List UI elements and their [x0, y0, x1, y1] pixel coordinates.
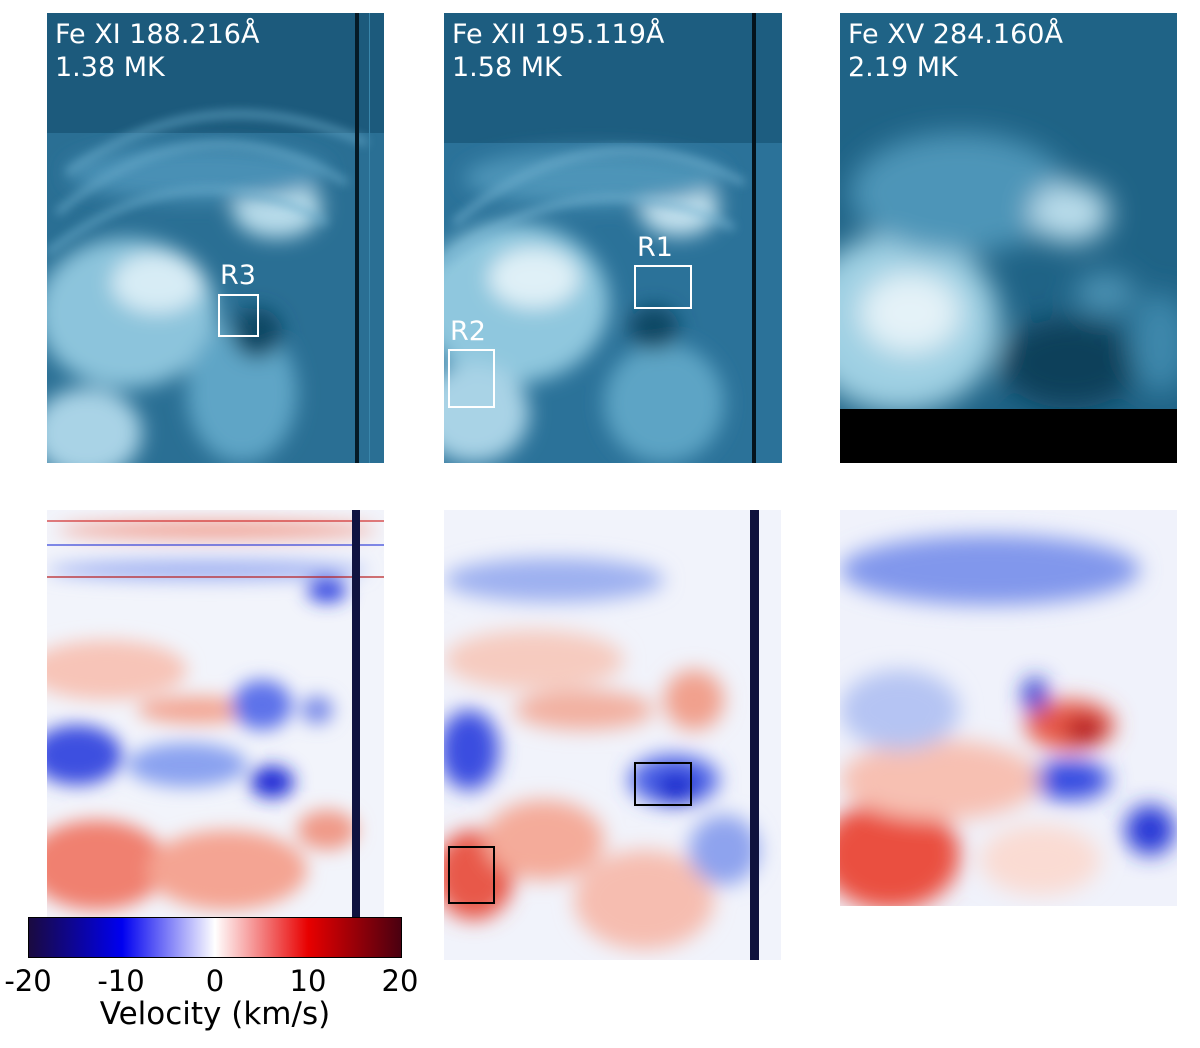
- panel-3-temperature-label: 2.19 MK: [848, 52, 958, 83]
- colorbar-tick: 0: [205, 964, 225, 998]
- velocity-panel-fe-xii: [444, 510, 781, 960]
- panel-3-line-label: Fe XV 284.160Å: [848, 19, 1063, 50]
- region-r1-label: R1: [637, 232, 673, 263]
- intensity-panel-fe-xv: [840, 13, 1177, 463]
- intensity-panel-fe-xi: [47, 13, 384, 463]
- colorbar-label: Velocity (km/s): [99, 996, 331, 1032]
- velocity-panel-fe-xi: [47, 510, 384, 918]
- velocity-region-r1-box: [634, 762, 692, 806]
- colorbar-tick: -10: [97, 964, 145, 998]
- velocity-colorbar: [28, 917, 402, 958]
- velocity-panel-fe-xv: [840, 510, 1177, 906]
- colorbar-tick: -20: [4, 964, 52, 998]
- panel-1-temperature-label: 1.38 MK: [55, 52, 165, 83]
- colorbar-tick: 20: [381, 964, 419, 998]
- region-r1-box: [634, 265, 692, 309]
- panel-2-temperature-label: 1.58 MK: [452, 52, 562, 83]
- panel-1-line-label: Fe XI 188.216Å: [55, 19, 260, 50]
- region-r3-label: R3: [220, 260, 256, 291]
- region-r2-label: R2: [450, 316, 486, 347]
- region-r3-box: [218, 294, 259, 337]
- panel-2-line-label: Fe XII 195.119Å: [452, 19, 665, 50]
- colorbar-tick: 10: [289, 964, 327, 998]
- region-r2-box: [448, 349, 495, 408]
- velocity-region-r2-box: [448, 846, 495, 904]
- intensity-panel-fe-xii: [444, 13, 782, 463]
